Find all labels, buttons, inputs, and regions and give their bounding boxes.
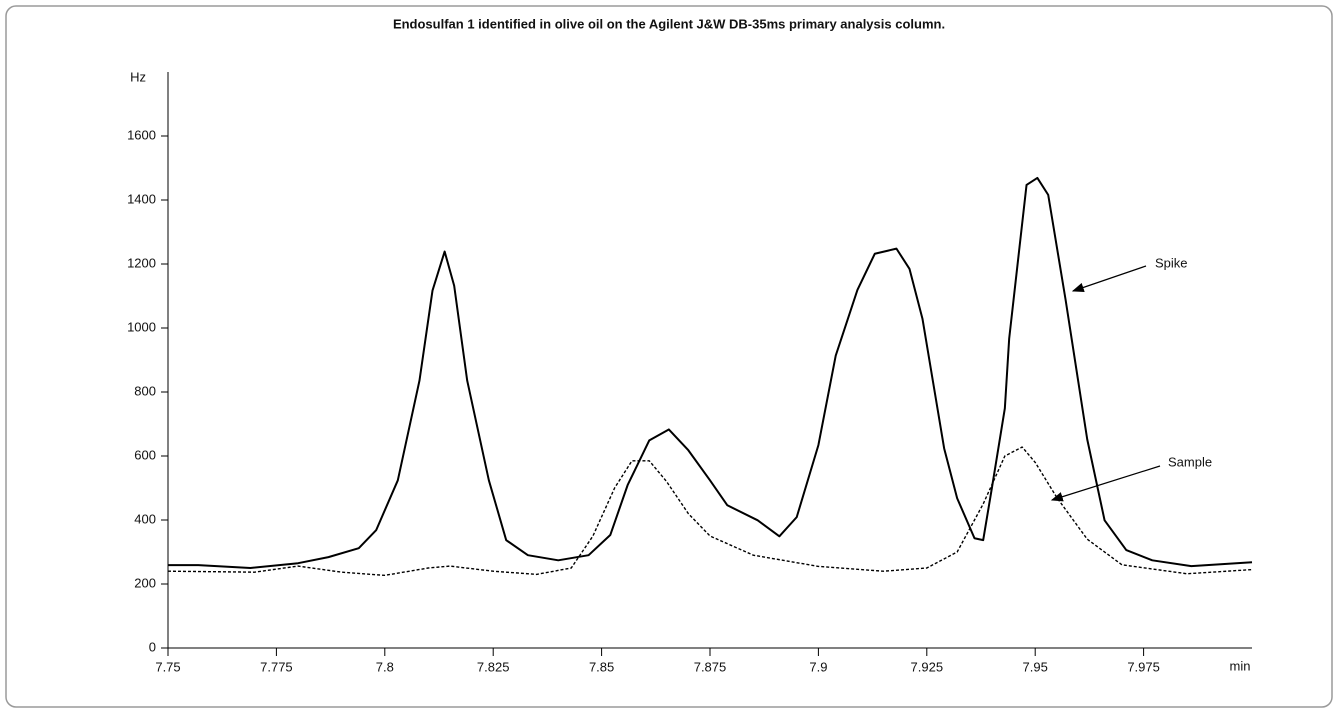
y-unit-label: Hz — [130, 69, 146, 84]
x-tick-label: 7.75 — [155, 659, 180, 674]
series-annotation: Sample — [1168, 454, 1212, 469]
y-tick-label: 1200 — [127, 255, 156, 270]
series-line — [168, 176, 1253, 569]
x-tick-label: 7.925 — [911, 659, 944, 674]
series-annotation: Spike — [1155, 255, 1188, 270]
y-tick-label: 200 — [134, 575, 156, 590]
annotation-arrow — [1071, 265, 1147, 293]
y-tick-label: 400 — [134, 511, 156, 526]
x-tick-label: 7.875 — [694, 659, 727, 674]
x-tick-label: 7.8 — [376, 659, 394, 674]
chart-title: Endosulfan 1 identified in olive oil on … — [393, 16, 945, 31]
y-tick-label: 600 — [134, 447, 156, 462]
x-tick-label: 7.775 — [260, 659, 293, 674]
frame — [5, 5, 1333, 708]
y-tick-label: 800 — [134, 383, 156, 398]
x-tick-label: 7.825 — [477, 659, 510, 674]
x-unit-label: min — [1230, 658, 1251, 673]
y-tick-label: 1600 — [127, 127, 156, 142]
y-tick-label: 1400 — [127, 191, 156, 206]
series-line — [167, 446, 1253, 577]
x-tick-label: 7.95 — [1023, 659, 1048, 674]
x-tick-label: 7.85 — [589, 659, 614, 674]
x-tick-label: 7.9 — [809, 659, 827, 674]
y-tick-label: 0 — [149, 639, 156, 654]
annotation-arrow — [1050, 465, 1161, 502]
x-tick-label: 7.975 — [1127, 659, 1160, 674]
y-tick-label: 1000 — [127, 319, 156, 334]
